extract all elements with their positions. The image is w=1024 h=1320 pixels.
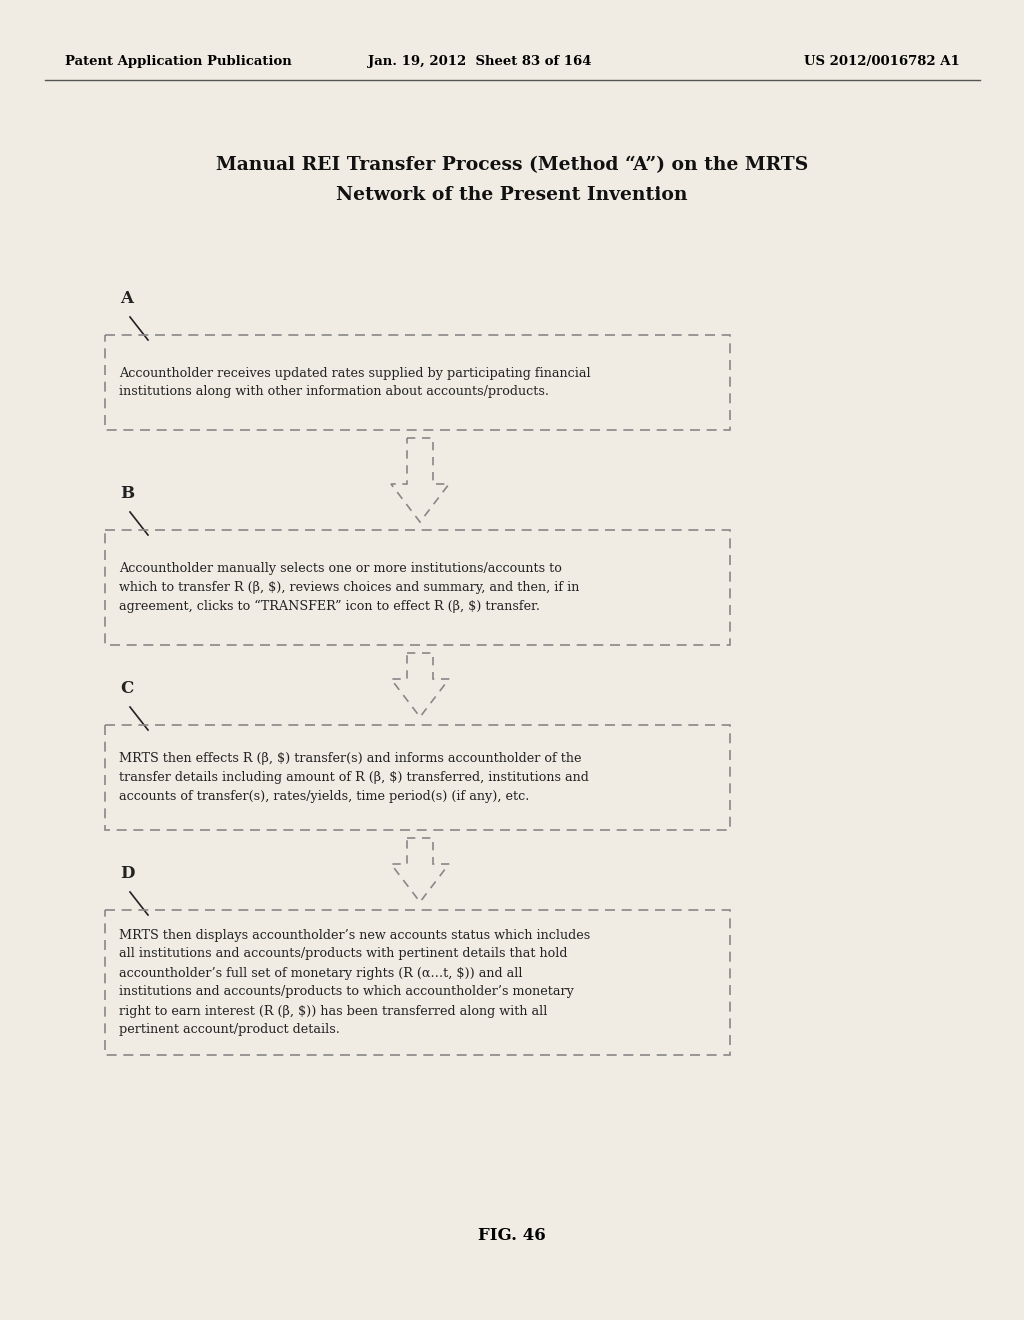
Text: FIG. 46: FIG. 46 [478,1226,546,1243]
Text: Patent Application Publication: Patent Application Publication [65,55,292,69]
Text: D: D [120,865,134,882]
Text: C: C [120,680,133,697]
Text: Manual REI Transfer Process (Method “A”) on the MRTS: Manual REI Transfer Process (Method “A”)… [216,156,808,174]
Text: Network of the Present Invention: Network of the Present Invention [336,186,688,205]
Text: Accountholder manually selects one or more institutions/accounts to
which to tra: Accountholder manually selects one or mo… [119,562,580,614]
Bar [105,531,730,645]
Text: B: B [120,484,134,502]
Text: MRTS then displays accountholder’s new accounts status which includes
all instit: MRTS then displays accountholder’s new a… [119,928,590,1036]
Polygon shape [391,838,449,902]
Bar [105,909,730,1055]
Bar [105,725,730,830]
Text: MRTS then effects R (β, $) transfer(s) and informs accountholder of the
transfer: MRTS then effects R (β, $) transfer(s) a… [119,752,589,803]
Text: Jan. 19, 2012  Sheet 83 of 164: Jan. 19, 2012 Sheet 83 of 164 [369,55,592,69]
Polygon shape [391,438,449,521]
Text: A: A [120,290,133,308]
Text: Accountholder receives updated rates supplied by participating financial
institu: Accountholder receives updated rates sup… [119,367,591,399]
Text: US 2012/0016782 A1: US 2012/0016782 A1 [804,55,961,69]
Bar [105,335,730,430]
Polygon shape [391,653,449,717]
